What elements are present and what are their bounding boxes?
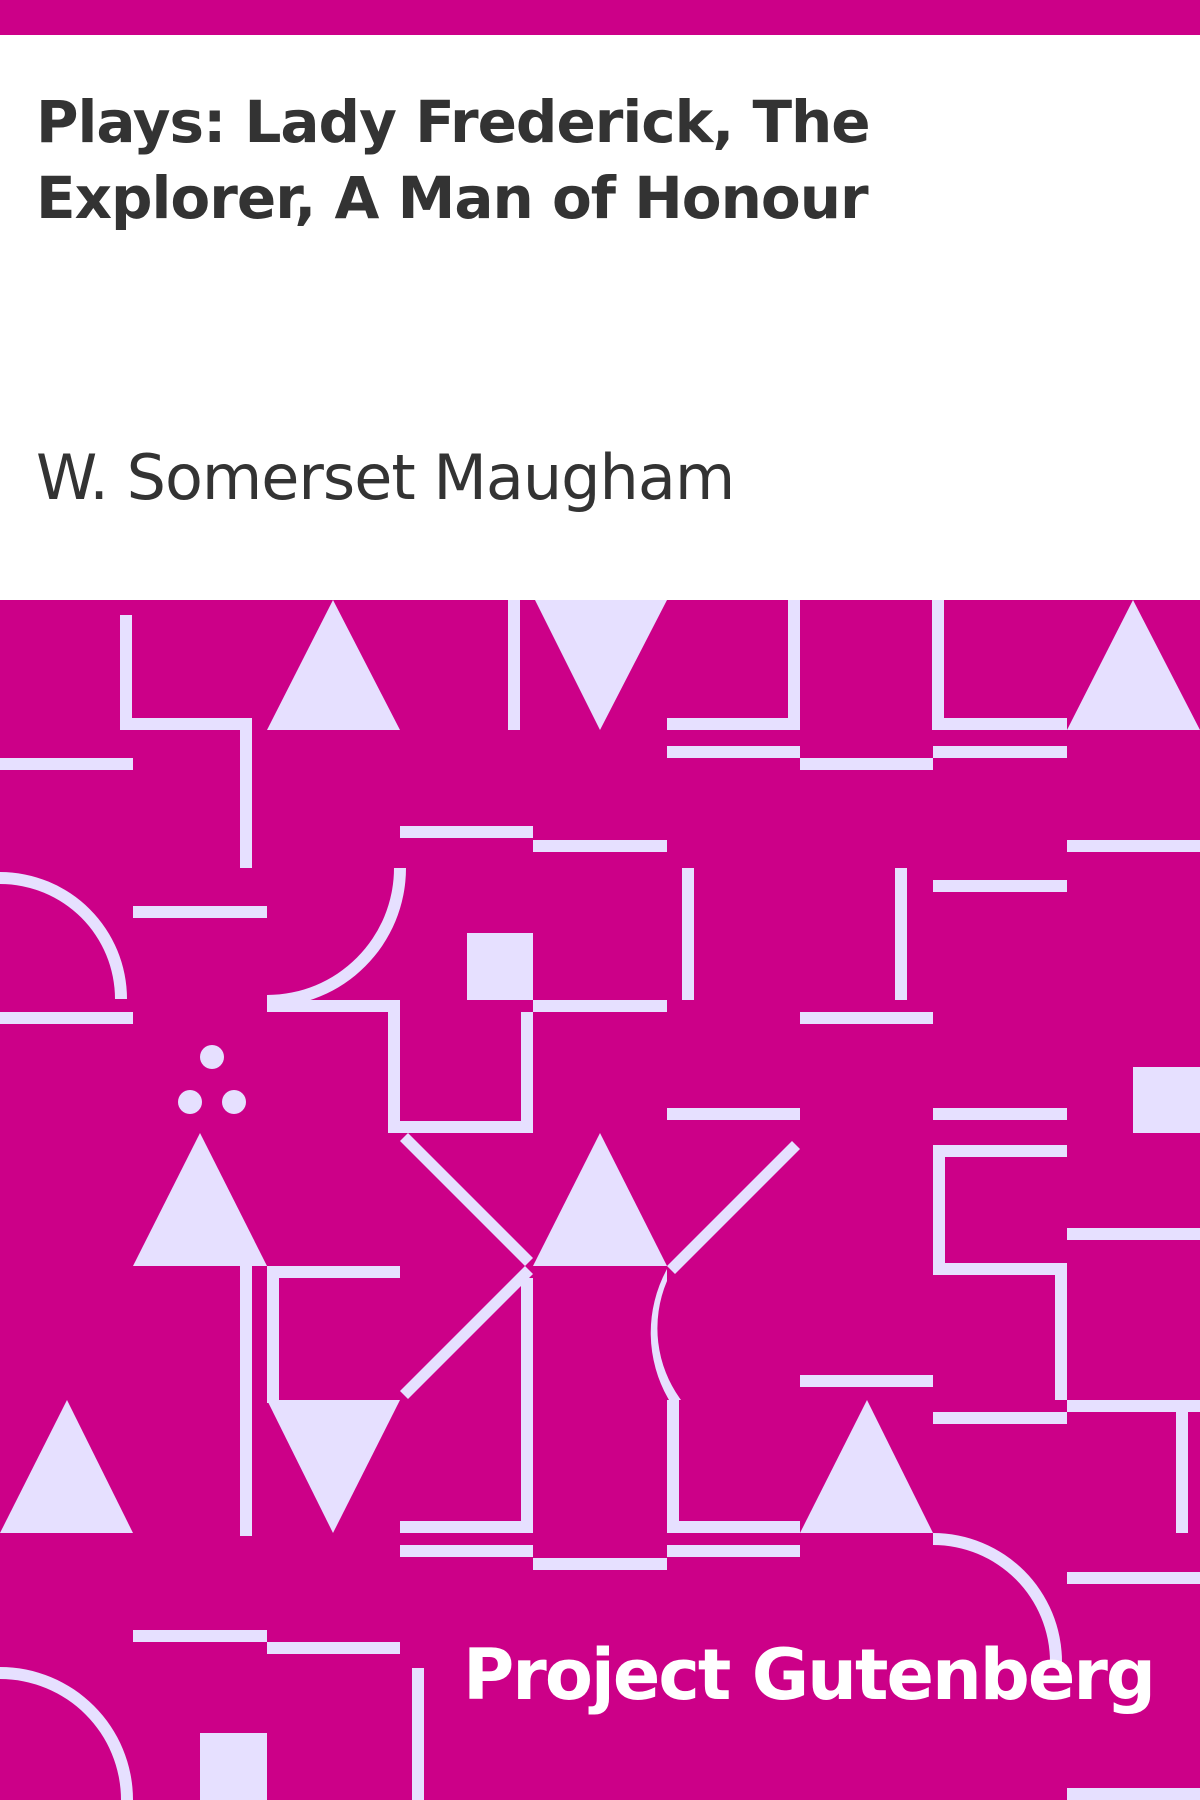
pattern-bar	[788, 600, 800, 730]
pattern-bar	[508, 600, 520, 730]
pattern-bar	[240, 730, 252, 868]
pattern-bar	[133, 906, 267, 918]
pattern-bar	[932, 600, 944, 730]
pattern-bar	[667, 1545, 800, 1557]
pattern-arc	[933, 1533, 1062, 1662]
book-author: W. Somerset Maugham	[36, 441, 735, 514]
pattern-bar	[267, 1278, 279, 1403]
pattern-arc	[0, 1667, 133, 1800]
pattern-bar	[933, 1145, 945, 1275]
pattern-bar	[667, 718, 800, 730]
pattern-bar	[412, 1668, 424, 1800]
pattern-bar	[932, 718, 1067, 730]
top-accent-bar	[0, 0, 1200, 35]
pattern-square	[467, 933, 533, 1000]
pattern-bar	[400, 1545, 533, 1557]
pattern-diagonal	[667, 1141, 800, 1274]
pattern-bar	[120, 718, 252, 730]
pattern-arc	[650, 1269, 681, 1400]
pattern-bar	[895, 868, 907, 1000]
pattern-bar	[400, 1121, 533, 1133]
pattern-triangle	[133, 1133, 267, 1266]
pattern-shapes	[0, 600, 1200, 1800]
pattern-bar	[521, 1400, 533, 1533]
pattern-bar	[1067, 1400, 1200, 1412]
pattern-dot	[222, 1090, 246, 1114]
pattern-bar	[1176, 1400, 1188, 1533]
pattern-bar	[682, 868, 694, 1000]
pattern-dot	[200, 1045, 224, 1069]
pattern-bar	[1067, 1228, 1200, 1240]
pattern-bar	[400, 826, 533, 838]
pattern-bar	[667, 1108, 800, 1120]
pattern-arc	[0, 872, 127, 999]
pattern-bar	[667, 1521, 800, 1533]
pattern-bar	[267, 1000, 400, 1012]
pattern-bar	[521, 1012, 533, 1133]
pattern-bar	[1067, 840, 1200, 852]
pattern-dot	[178, 1090, 202, 1114]
cover-pattern	[0, 600, 1200, 1800]
publisher-name: Project Gutenberg	[463, 1634, 1156, 1716]
pattern-bar	[1067, 1788, 1200, 1800]
pattern-square	[200, 1733, 267, 1800]
pattern-bar	[667, 746, 800, 758]
pattern-bar	[120, 615, 132, 730]
pattern-bar	[1055, 1263, 1067, 1400]
pattern-bar	[400, 1521, 533, 1533]
pattern-arc	[267, 868, 406, 1007]
pattern-bar	[533, 1000, 667, 1012]
pattern-triangle	[535, 600, 667, 730]
pattern-triangle	[267, 1400, 400, 1533]
pattern-bar	[933, 1108, 1067, 1120]
pattern-bar	[267, 1642, 400, 1654]
pattern-bar	[667, 1400, 679, 1533]
pattern-triangle	[0, 1400, 133, 1533]
pattern-triangle	[1067, 600, 1200, 730]
pattern-bar	[1067, 1572, 1200, 1584]
book-title: Plays: Lady Frederick, The Explorer, A M…	[36, 88, 871, 232]
pattern-bar	[933, 746, 1067, 758]
pattern-bar	[933, 1263, 1057, 1275]
pattern-bar	[933, 1145, 1067, 1157]
pattern-bar	[933, 880, 1067, 892]
pattern-triangle	[800, 1400, 933, 1533]
pattern-bar	[533, 840, 667, 852]
pattern-bar	[800, 758, 933, 770]
pattern-bar	[0, 758, 133, 770]
pattern-triangle	[533, 1133, 667, 1266]
pattern-triangle	[267, 600, 400, 730]
pattern-bar	[800, 1012, 933, 1024]
pattern-bar	[533, 1558, 667, 1570]
pattern-square	[1133, 1067, 1200, 1133]
pattern-bar	[388, 1000, 400, 1133]
pattern-bar	[240, 1266, 252, 1536]
pattern-bar	[933, 1412, 1067, 1424]
pattern-bar	[133, 1630, 267, 1642]
pattern-bar	[267, 1266, 400, 1278]
pattern-diagonal	[400, 1266, 533, 1399]
pattern-bar	[0, 1012, 133, 1024]
pattern-bar	[800, 1375, 933, 1387]
pattern-diagonal	[400, 1133, 533, 1266]
pattern-bar	[521, 1278, 533, 1400]
